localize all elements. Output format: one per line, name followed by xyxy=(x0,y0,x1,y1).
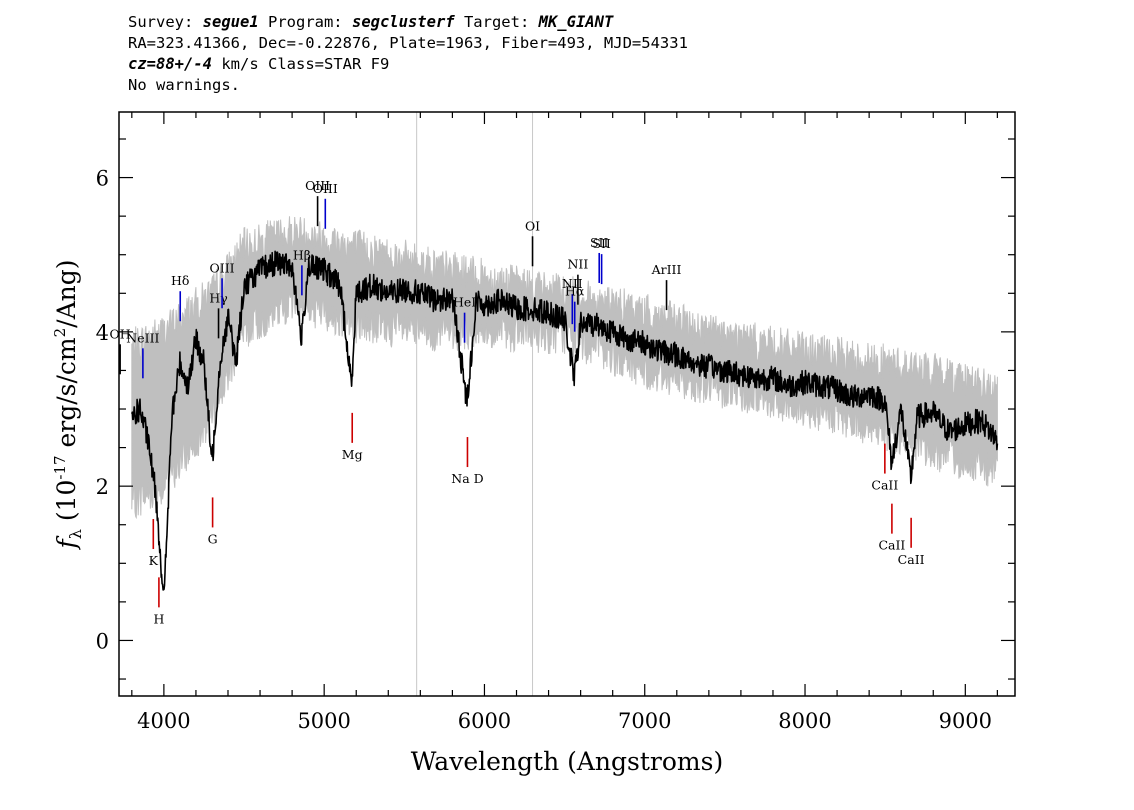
y-tick-label: 4 xyxy=(96,321,109,345)
x-tick-label: 7000 xyxy=(618,709,671,733)
x-tick-label: 4000 xyxy=(137,709,190,733)
emission-label: Hβ xyxy=(293,247,311,262)
line-marker-hei-8: HeI xyxy=(453,295,476,343)
line-marker-caii-22: CaII xyxy=(878,503,905,553)
y-tick-labels: 0 2 4 6 xyxy=(96,167,109,654)
absorption-label: H xyxy=(153,611,164,626)
y-axis-symbol: f xyxy=(52,536,81,551)
absorption-label: G xyxy=(208,531,218,546)
absorption-label: Na D xyxy=(451,471,483,486)
emission-label: OH xyxy=(110,326,131,341)
y-axis-unit-open: (10 xyxy=(52,480,81,530)
spectrum-header: Survey: segue1 Program: segclusterf Targ… xyxy=(128,12,688,96)
y-axis-title: fλ (10-17 erg/s/cm2/Ang) xyxy=(51,259,85,550)
line-marker-caii-23: CaII xyxy=(898,517,925,567)
y-tick-label: 0 xyxy=(96,629,109,653)
sky-lines xyxy=(416,112,534,696)
line-marker-oiii-7: OIII xyxy=(313,181,338,229)
emission-label: OI xyxy=(525,218,540,233)
program-label: Program: xyxy=(258,13,352,31)
line-marker-k-16: K xyxy=(149,519,159,568)
axis-ticks xyxy=(119,112,1015,696)
y-axis-unit-mid: erg/s/cm xyxy=(52,337,81,455)
line-marker-mg-19: Mg xyxy=(342,412,363,462)
flux-spectrum xyxy=(131,250,999,591)
noise-envelope xyxy=(131,216,998,520)
emission-label: ArIII xyxy=(651,262,682,277)
absorption-label: Mg xyxy=(342,447,363,462)
survey-value: segue1 xyxy=(202,13,259,31)
line-marker-nii-12: NII xyxy=(567,257,588,305)
emission-label: SII xyxy=(590,235,609,250)
class-value: km/s Class=STAR F9 xyxy=(212,55,390,73)
noise-band xyxy=(131,216,998,520)
flux-line xyxy=(131,250,999,591)
target-label: Target: xyxy=(454,13,539,31)
y-axis-square: 2 xyxy=(51,328,69,338)
line-marker-oiii-4: OIII xyxy=(210,260,235,309)
line-marker-hβ-5: Hβ xyxy=(293,247,311,296)
line-marker-oiii-6: OIII xyxy=(305,178,330,227)
line-marker-caii-21: CaII xyxy=(871,443,898,493)
emission-label: OIII xyxy=(210,260,235,275)
x-tick-label: 5000 xyxy=(297,709,350,733)
x-tick-label: 8000 xyxy=(778,709,831,733)
target-value: MK_GIANT xyxy=(538,13,614,31)
header-line-warnings: No warnings. xyxy=(128,76,240,94)
line-marker-oh-0: OH xyxy=(110,326,131,375)
y-axis-subscript: λ xyxy=(66,529,85,539)
x-tick-labels: 4000 5000 6000 7000 8000 9000 xyxy=(137,709,992,733)
line-marker-sii-13: SII xyxy=(590,235,609,283)
survey-label: Survey: xyxy=(128,13,203,31)
redshift-value: cz=88+/-4 xyxy=(128,55,212,73)
x-axis-title: Wavelength (Angstroms) xyxy=(411,747,723,776)
absorption-label: CaII xyxy=(871,478,898,493)
absorption-label: K xyxy=(149,553,159,568)
x-tick-label: 6000 xyxy=(458,709,511,733)
program-value: segclusterf xyxy=(351,13,455,31)
emission-label: Hδ xyxy=(171,273,189,288)
x-tick-label: 9000 xyxy=(939,709,992,733)
line-marker-h-17: H xyxy=(153,577,164,626)
line-marker-ariii-15: ArIII xyxy=(651,262,682,311)
emission-label: NII xyxy=(567,257,588,272)
header-line-redshift: cz=88+/-4 km/s Class=STAR F9 xyxy=(128,54,688,75)
emission-label: Hα xyxy=(565,284,585,299)
line-markers: OHNeIIIHδHγOIIIHβOIIIOIIIHeIOINIIHαNIISI… xyxy=(110,178,925,626)
emission-label: Hγ xyxy=(209,290,227,305)
line-marker-g-18: G xyxy=(208,497,218,546)
line-marker-hα-11: Hα xyxy=(565,284,585,332)
header-line-survey: Survey: segue1 Program: segclusterf Targ… xyxy=(128,12,688,33)
header-line-coordinates: RA=323.41366, Dec=-0.22876, Plate=1963, … xyxy=(128,34,688,52)
y-tick-label: 6 xyxy=(96,167,109,191)
y-axis-exponent: -17 xyxy=(51,455,69,479)
y-axis-unit-close: /Ang) xyxy=(52,259,81,327)
line-marker-oi-9: OI xyxy=(525,218,540,267)
line-marker-sii-14: SII xyxy=(592,236,611,285)
emission-label: OIII xyxy=(305,178,330,193)
absorption-label: CaII xyxy=(878,538,905,553)
emission-label: HeI xyxy=(453,295,476,310)
plot-frame xyxy=(118,111,1016,697)
line-marker-hγ-3: Hγ xyxy=(209,290,228,339)
line-marker-hδ-2: Hδ xyxy=(171,273,189,322)
absorption-label: CaII xyxy=(898,552,925,567)
emission-label: NeIII xyxy=(126,330,159,345)
line-marker-neiii-1: NeIII xyxy=(126,330,160,379)
y-tick-label: 2 xyxy=(96,475,109,499)
emission-label: SII xyxy=(592,236,611,251)
line-marker-na-d-20: Na D xyxy=(451,437,484,486)
emission-label: OIII xyxy=(313,181,338,196)
